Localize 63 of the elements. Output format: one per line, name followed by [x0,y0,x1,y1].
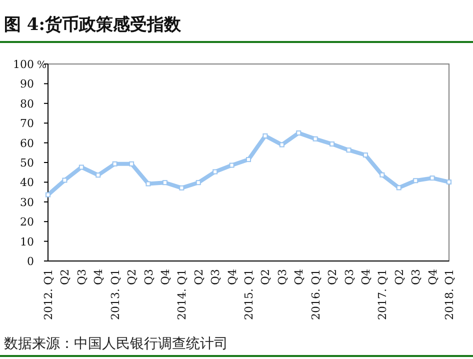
x-tick-label: 2015. Q1 [242,269,256,320]
point [279,142,284,148]
point [46,192,50,198]
y-axis-title: % [37,60,47,71]
point [196,180,201,186]
x-tick-label: Q2 [126,269,139,286]
x-tick-label: Q4 [158,269,172,286]
point [362,152,368,158]
x-tick-label: Q2 [58,269,72,286]
x-tick-label: Q4 [292,269,306,286]
y-tick-label: 20 [20,216,34,229]
x-tick-label: 2012. Q1 [42,269,55,320]
x-tick-label: Q3 [142,269,156,286]
point [330,141,335,146]
point [212,169,218,174]
point [296,130,302,136]
x-tick-label: Q3 [410,269,423,286]
point [312,136,318,142]
x-tick-label: Q4 [92,269,106,286]
y-tick-label: 90 [20,78,34,91]
source-note: 数据来源：中国人民银行调查统计司 [4,336,228,352]
point [78,164,84,170]
x-tick-label: Q2 [392,269,406,286]
point [396,185,402,190]
x-tick-label: 2017. Q1 [376,269,390,320]
point [380,172,385,178]
point [246,157,251,162]
y-tick-label: 80 [20,97,34,110]
x-tick-label: Q3 [342,269,356,286]
y-tick-label: 30 [20,196,34,209]
y-tick-label: 0 [27,255,34,268]
y-tick-label: 50 [20,156,34,170]
x-tick-label: Q3 [276,269,289,286]
y-tick-label: 100 [13,58,34,71]
y-tick-label: 40 [20,176,34,190]
y-tick-label: 10 [20,235,34,248]
x-tick-label: 2014. Q1 [176,269,189,320]
x-tick-label: 2016. Q1 [309,269,322,320]
x-tick-label: 2013. Q1 [108,269,122,320]
y-tick-label: 70 [20,117,34,130]
x-tick-label: Q3 [75,269,88,286]
x-tick-label: Q4 [359,269,372,286]
point [413,178,418,184]
point [129,161,134,166]
chart-title: 图 4:货币政策感受指数 [4,15,182,35]
point [446,180,452,185]
x-tick-label: 2018. Q1 [443,269,456,320]
point [162,180,168,186]
x-tick-label: Q2 [259,269,272,286]
y-tick-label: 60 [20,136,34,150]
point [229,162,234,168]
x-tick-label: Q4 [426,269,440,286]
point [62,178,68,183]
point [430,176,435,181]
point [96,172,101,178]
point [146,181,151,186]
point [112,161,118,166]
point [179,185,184,190]
x-tick-label: Q3 [209,269,222,286]
x-tick-label: Q2 [326,269,340,286]
x-tick-label: Q4 [226,269,239,286]
x-tick-label: Q2 [192,269,206,286]
point [346,148,352,153]
